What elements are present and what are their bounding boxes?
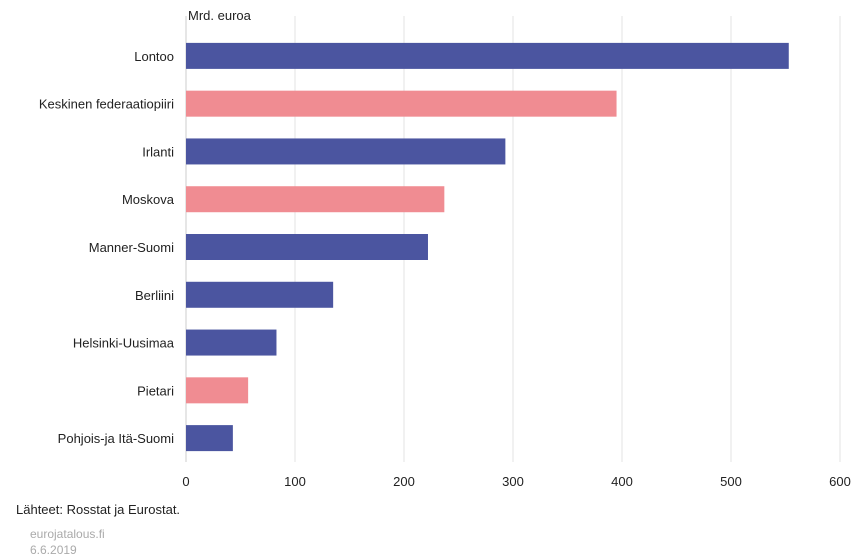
- x-tick-label: 200: [393, 474, 415, 489]
- x-tick-label: 500: [720, 474, 742, 489]
- category-label: Helsinki-Uusimaa: [73, 336, 175, 351]
- bars: [186, 42, 789, 452]
- unit-label: Mrd. euroa: [188, 8, 251, 23]
- x-tick-label: 400: [611, 474, 633, 489]
- bar: [186, 90, 617, 117]
- category-label: Pohjois-ja Itä-Suomi: [58, 431, 174, 446]
- source-note: Lähteet: Rosstat ja Eurostat.: [16, 502, 181, 517]
- site-name: eurojatalous.fi: [30, 527, 105, 541]
- x-tick-label: 300: [502, 474, 524, 489]
- bar: [186, 425, 233, 452]
- category-label: Manner-Suomi: [89, 240, 174, 255]
- bar: [186, 281, 334, 308]
- category-label: Irlanti: [142, 144, 174, 159]
- category-labels: Lontoo Keskinen federaatiopiiri Irlanti Mos…: [39, 49, 175, 446]
- x-tick-label: 0: [182, 474, 189, 489]
- publish-date: 6.6.2019: [30, 543, 77, 557]
- tick-labels: 0 100 200 300 400 500 600: [182, 474, 850, 489]
- bar: [186, 329, 277, 356]
- category-label: Moskova: [122, 192, 175, 207]
- category-label: Keskinen federaatiopiiri: [39, 97, 174, 112]
- x-tick-label: 100: [284, 474, 306, 489]
- category-label: Lontoo: [134, 49, 174, 64]
- bar-chart: Lontoo Keskinen federaatiopiiri Irlanti Mos…: [39, 16, 851, 489]
- bar: [186, 42, 789, 69]
- category-label: Pietari: [137, 383, 174, 398]
- category-label: Berliini: [135, 288, 174, 303]
- bar: [186, 377, 249, 404]
- bar: [186, 234, 428, 260]
- bar: [186, 186, 445, 213]
- x-tick-label: 600: [829, 474, 851, 489]
- bar: [186, 138, 506, 165]
